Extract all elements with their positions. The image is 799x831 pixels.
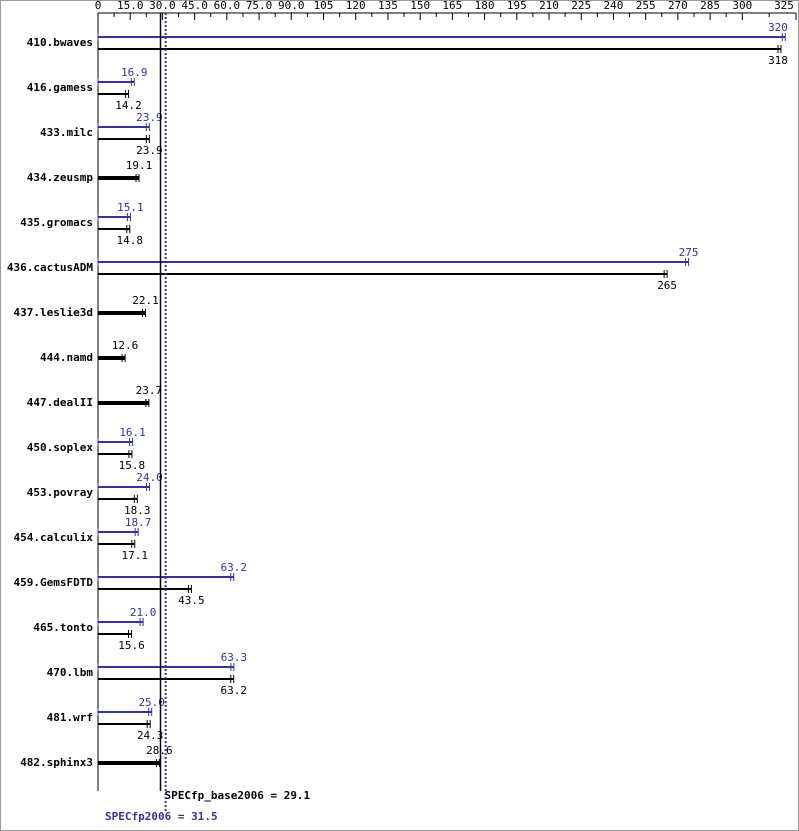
reference-label: SPECfp2006 = 31.5 [105,810,218,823]
x-tick-label: 270 [668,0,688,12]
value-label: 63.3 [221,651,248,664]
x-tick-label: 300 [732,0,752,12]
value-label: 63.2 [220,561,247,574]
x-tick-label: 15.0 [117,0,144,12]
value-label: 22.1 [132,294,159,307]
value-label: 17.1 [121,549,148,562]
x-tick-label: 240 [604,0,624,12]
benchmark-label: 482.sphinx3 [20,756,93,769]
value-label: 12.6 [112,339,139,352]
x-tick-label: 165 [442,0,462,12]
x-tick-label: 255 [636,0,656,12]
x-tick-label: 325 [774,0,794,12]
value-label: 25.0 [138,696,165,709]
x-tick-label: 30.0 [149,0,176,12]
x-tick-label: 75.0 [246,0,273,12]
benchmark-label: 453.povray [27,486,94,499]
x-tick-label: 285 [700,0,720,12]
benchmark-label: 470.lbm [47,666,94,679]
value-label: 320 [768,21,788,34]
benchmark-label: 444.namd [40,351,93,364]
value-label: 24.3 [137,729,164,742]
value-label: 19.1 [126,159,153,172]
benchmark-label: 437.leslie3d [14,306,93,319]
value-label: 43.5 [178,594,205,607]
benchmark-label: 454.calculix [14,531,94,544]
benchmark-label: 465.tonto [33,621,93,634]
x-tick-label: 135 [378,0,398,12]
value-label: 24.0 [136,471,163,484]
value-label: 23.7 [136,384,163,397]
value-label: 16.9 [121,66,148,79]
benchmark-label: 435.gromacs [20,216,93,229]
value-label: 14.2 [115,99,142,112]
benchmark-label: 481.wrf [47,711,93,724]
value-label: 23.9 [136,144,163,157]
benchmark-label: 410.bwaves [27,36,93,49]
x-tick-label: 105 [314,0,334,12]
value-label: 18.7 [125,516,152,529]
x-tick-label: 225 [571,0,591,12]
value-label: 265 [657,279,677,292]
x-tick-label: 180 [475,0,495,12]
value-label: 18.3 [124,504,151,517]
value-label: 28.6 [146,744,173,757]
value-label: 15.6 [118,639,145,652]
value-label: 23.9 [136,111,163,124]
x-tick-label: 195 [507,0,527,12]
value-label: 318 [768,54,788,67]
value-label: 63.2 [220,684,247,697]
x-tick-label: 45.0 [181,0,208,12]
value-label: 15.8 [119,459,146,472]
x-tick-label: 150 [410,0,430,12]
benchmark-label: 450.soplex [27,441,94,454]
benchmark-label: 416.gamess [27,81,93,94]
value-label: 16.1 [119,426,146,439]
value-label: 21.0 [130,606,157,619]
x-tick-label: 60.0 [214,0,241,12]
reference-label: SPECfp_base2006 = 29.1 [164,789,310,802]
x-tick-label: 120 [346,0,366,12]
benchmark-label: 433.milc [40,126,93,139]
x-tick-label: 210 [539,0,559,12]
x-tick-label: 90.0 [278,0,305,12]
benchmark-label: 434.zeusmp [27,171,94,184]
benchmark-label: 436.cactusADM [7,261,93,274]
value-label: 275 [679,246,699,259]
value-label: 14.8 [117,234,144,247]
value-label: 15.1 [117,201,144,214]
benchmark-label: 447.dealII [27,396,93,409]
x-tick-label: 0 [95,0,102,12]
benchmark-label: 459.GemsFDTD [14,576,94,589]
